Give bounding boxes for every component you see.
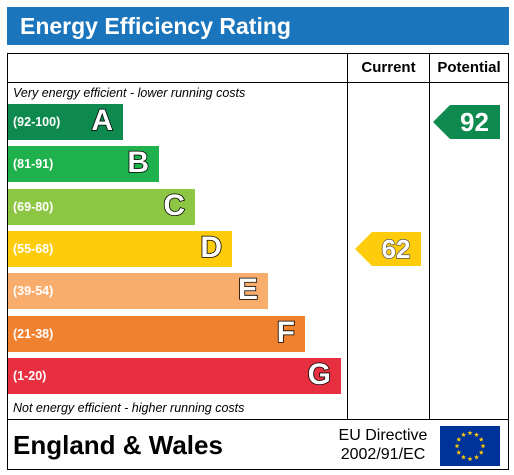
band-letter: A: [91, 103, 114, 138]
eu-star: [467, 430, 473, 436]
band-letter: E: [237, 272, 259, 307]
band-letter: D: [200, 230, 223, 265]
eu-star: [474, 432, 479, 437]
band-a: (92-100) A: [8, 103, 123, 140]
eu-star: [456, 436, 462, 442]
column-divider-potential: [429, 53, 430, 420]
band-b: (81-91) B: [8, 145, 159, 182]
footer: [7, 420, 509, 470]
eu-star: [480, 443, 486, 449]
band-letter: G: [307, 357, 332, 392]
eu-star: [461, 454, 466, 460]
potential-column-header: Potential: [437, 59, 501, 76]
band-range-label: (39-54): [13, 284, 54, 298]
note-not-efficient: Not energy efficient - higher running co…: [13, 401, 245, 415]
band-c: (69-80) C: [8, 188, 195, 225]
header-row-divider: [7, 82, 509, 83]
eu-directive: EU Directive 2002/91/EC: [328, 426, 438, 464]
eu-star: [467, 456, 473, 462]
eu-star: [461, 432, 466, 437]
band-letter: B: [127, 145, 150, 180]
current-column-header: Current: [361, 59, 416, 76]
band-range-label: (55-68): [13, 242, 54, 256]
band-g: (1-20) G: [8, 357, 341, 394]
current-rating-value: 62: [381, 233, 411, 264]
region-label: England & Wales: [13, 430, 223, 460]
band-letter: C: [163, 188, 186, 223]
rating-table: [7, 53, 509, 420]
eu-star: [478, 449, 484, 455]
band-letter: F: [276, 315, 296, 350]
band-range-label: (81-91): [13, 157, 54, 171]
band-range-label: (21-38): [13, 327, 54, 341]
potential-rating-value: 92: [460, 107, 489, 137]
band-e: (39-54) E: [8, 272, 268, 309]
band-d: (55-68) D: [8, 230, 232, 267]
column-divider-current: [347, 53, 348, 420]
eu-star: [456, 449, 462, 455]
band-range-label: (92-100): [13, 115, 61, 129]
eu-star: [454, 443, 460, 449]
directive-line-1: EU Directive: [338, 427, 428, 444]
eu-star: [478, 436, 484, 442]
directive-line-2: 2002/91/EC: [340, 446, 426, 463]
band-range-label: (1-20): [13, 369, 47, 383]
eu-flag-icon: [440, 426, 500, 466]
note-very-efficient: Very energy efficient - lower running co…: [13, 86, 246, 100]
eu-star: [474, 454, 479, 460]
band-f: (21-38) F: [8, 315, 305, 352]
chart-title: Energy Efficiency Rating: [7, 7, 509, 45]
band-range-label: (69-80): [13, 200, 54, 214]
